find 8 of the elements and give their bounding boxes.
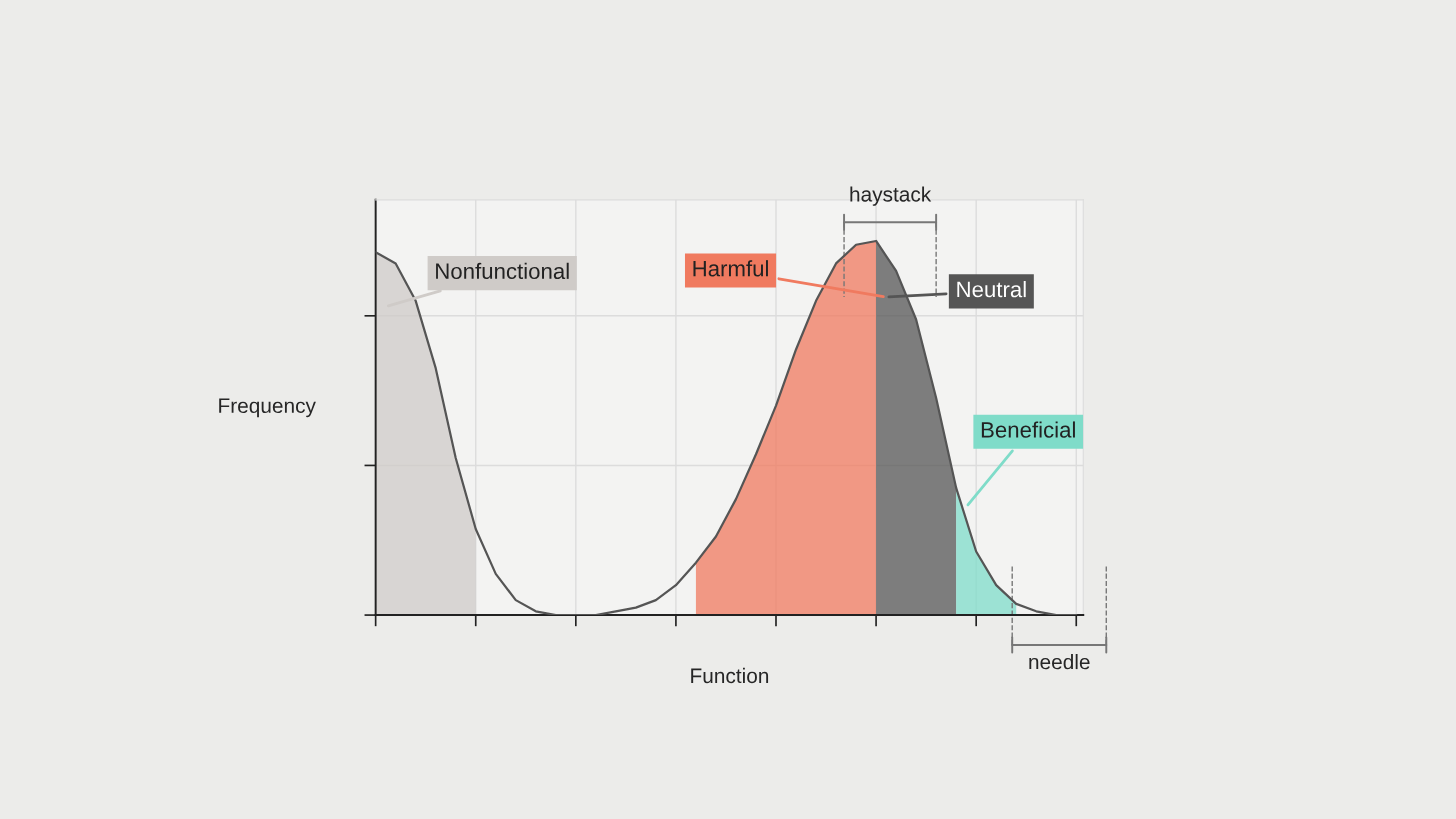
y-axis-title: Frequency [219, 398, 316, 418]
legend-label: Neutral [957, 280, 1026, 298]
series-label: Nonfunctional [436, 262, 569, 280]
x-axis-title: Function [691, 667, 769, 684]
text: Beneficial [981, 421, 1075, 438]
text: needle [1029, 653, 1090, 670]
text: Harmful [693, 260, 768, 277]
text: haystack [850, 186, 932, 206]
